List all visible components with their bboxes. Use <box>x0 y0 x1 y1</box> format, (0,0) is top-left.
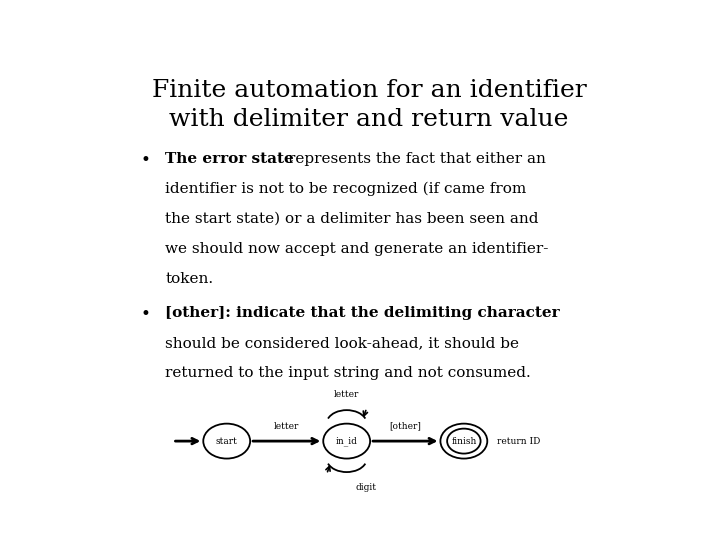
Text: represents the fact that either an: represents the fact that either an <box>288 152 546 166</box>
Text: letter: letter <box>274 422 300 431</box>
Text: start: start <box>216 437 238 445</box>
Text: we should now accept and generate an identifier-: we should now accept and generate an ide… <box>166 242 549 256</box>
Text: in_id: in_id <box>336 436 358 446</box>
Text: finish: finish <box>451 437 477 445</box>
Text: token.: token. <box>166 272 213 286</box>
Text: returned to the input string and not consumed.: returned to the input string and not con… <box>166 366 531 380</box>
Text: [other]: [other] <box>390 422 421 431</box>
Text: with delimiter and return value: with delimiter and return value <box>169 109 569 131</box>
Text: letter: letter <box>334 390 359 399</box>
Text: The error state: The error state <box>166 152 294 166</box>
Text: Finite automation for an identifier: Finite automation for an identifier <box>152 79 586 103</box>
Text: •: • <box>140 306 150 323</box>
Text: identifier is not to be recognized (if came from: identifier is not to be recognized (if c… <box>166 182 526 197</box>
Text: should be considered look-ahead, it should be: should be considered look-ahead, it shou… <box>166 336 519 350</box>
Text: •: • <box>140 152 150 169</box>
Text: the start state) or a delimiter has been seen and: the start state) or a delimiter has been… <box>166 212 539 226</box>
Text: digit: digit <box>356 483 377 492</box>
Text: [other]: indicate that the delimiting character: [other]: indicate that the delimiting ch… <box>166 306 560 320</box>
Text: return ID: return ID <box>498 437 541 445</box>
